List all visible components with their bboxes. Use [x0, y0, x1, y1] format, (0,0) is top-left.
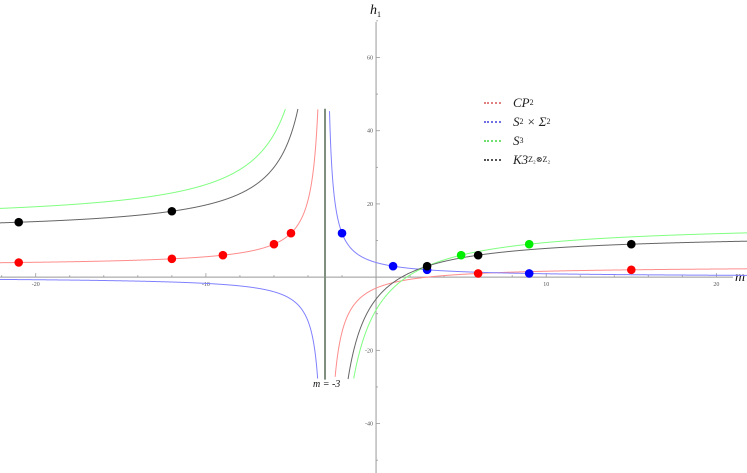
legend-label: S [513, 113, 520, 129]
legend-label: CP [513, 94, 530, 110]
legend-item-cp2: CP 2 [484, 93, 551, 112]
x-tick-label: -20 [32, 282, 40, 288]
asymptote-label: m = -3 [313, 379, 341, 390]
curve-S2xSigma2-right [329, 111, 747, 276]
x-axis-label: m [735, 270, 745, 285]
x-tick-label: -10 [202, 282, 210, 288]
legend-sub: 2 [546, 117, 551, 126]
curve-K3_Z2xZ2-left [0, 108, 299, 224]
data-point-K3_Z2xZ2 [167, 206, 177, 216]
legend-swatch [484, 158, 501, 161]
data-point-S2xSigma2 [337, 228, 347, 238]
y-tick-label: 40 [367, 129, 373, 135]
data-point-S3 [456, 250, 466, 260]
data-point-CP2 [218, 250, 228, 260]
legend-label: S [513, 132, 520, 148]
legend-sub: Z₂⊗Z₂ [528, 155, 551, 164]
data-point-S2xSigma2 [388, 261, 398, 271]
data-point-S2xSigma2 [524, 269, 534, 278]
data-point-S3 [524, 239, 534, 249]
data-point-CP2 [286, 228, 296, 238]
curve-S2xSigma2-left [0, 278, 319, 379]
data-point-CP2 [269, 239, 279, 249]
legend-sub: 3 [519, 136, 524, 145]
legend-swatch [484, 139, 501, 142]
data-point-K3_Z2xZ2 [422, 261, 432, 271]
data-point-K3_Z2xZ2 [473, 250, 483, 260]
x-tick-label: 10 [543, 282, 549, 288]
x-tick-label: 20 [713, 282, 719, 288]
legend-label: K3 [513, 151, 529, 167]
curve-K3_Z2xZ2-right [347, 240, 747, 380]
y-axis-label: h1 [370, 3, 381, 19]
data-point-CP2 [167, 254, 177, 264]
legend-swatch [484, 101, 501, 104]
y-tick-label: -40 [365, 422, 373, 428]
legend-sup: 2 [519, 117, 524, 126]
data-point-CP2 [14, 258, 24, 267]
data-point-K3_Z2xZ2 [626, 239, 636, 249]
legend-label-mid: × Σ [523, 113, 547, 129]
legend-sub: 2 [529, 98, 534, 107]
curve-CP2-right [334, 268, 747, 377]
curve-CP2-left [0, 109, 319, 264]
data-point-CP2 [626, 265, 636, 275]
y-tick-label: -20 [365, 348, 373, 354]
legend-swatch [484, 120, 501, 123]
legend-item-k3: K3 Z₂⊗Z₂ [484, 150, 551, 169]
curve-S3-left [0, 108, 286, 209]
y-tick-label: 60 [367, 55, 373, 61]
data-point-CP2 [473, 269, 483, 278]
curve-S3-right [353, 232, 747, 379]
data-point-K3_Z2xZ2 [14, 217, 24, 227]
y-tick-label: 20 [367, 202, 373, 208]
